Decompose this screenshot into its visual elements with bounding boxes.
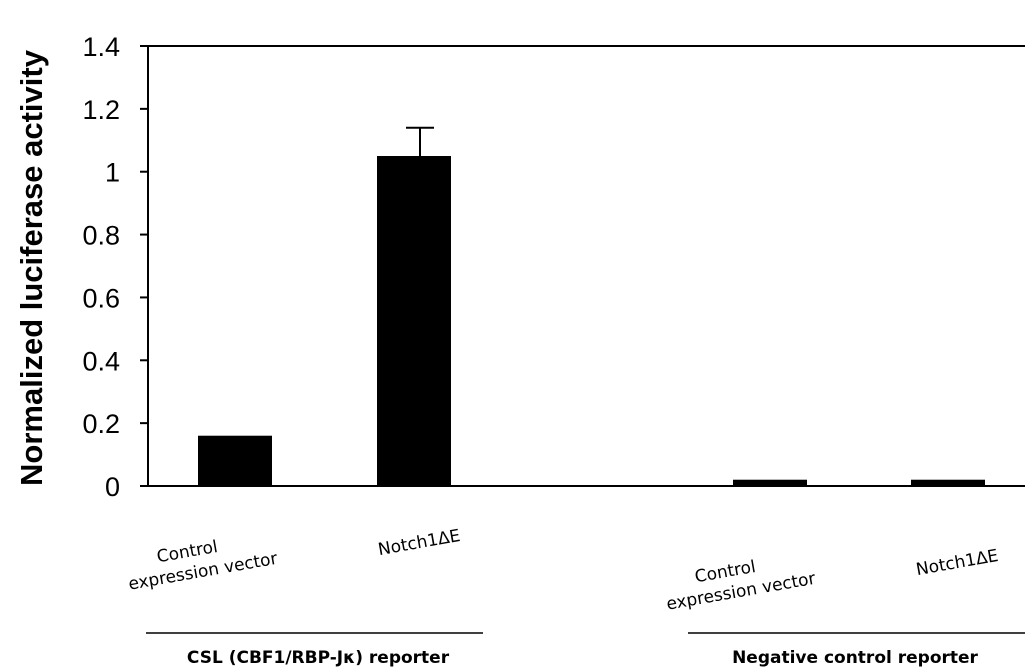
bar xyxy=(733,479,807,486)
category-label: Controlexpression vector xyxy=(661,547,817,615)
bars xyxy=(198,156,985,486)
y-tick-label: 1 xyxy=(105,158,120,188)
bar xyxy=(911,479,985,486)
y-axis-title: Normalized luciferase activity xyxy=(14,49,49,486)
category-label: Controlexpression vector xyxy=(123,527,279,595)
category-label: Notch1ΔE xyxy=(376,526,461,560)
y-tick-label: 1.4 xyxy=(82,32,120,62)
y-tick-label: 0.4 xyxy=(82,346,120,376)
bar xyxy=(198,435,272,486)
y-tick-label: 1.2 xyxy=(82,95,120,125)
y-tick-label: 0.8 xyxy=(82,221,120,251)
y-tick-label: 0.2 xyxy=(82,409,120,439)
y-ticks: 0 0.2 0.4 0.6 0.8 1 1.2 1.4 xyxy=(82,32,148,502)
bar xyxy=(377,156,451,486)
y-tick-label: 0 xyxy=(105,472,120,502)
error-bars xyxy=(406,126,434,156)
group-label-csl: CSL (CBF1/RBP-Jκ) reporter xyxy=(187,648,450,668)
category-label: Notch1ΔE xyxy=(914,546,999,580)
group-label-negative: Negative control reporter xyxy=(732,648,978,668)
category-labels: Controlexpression vector Notch1ΔE Controle… xyxy=(123,526,1000,615)
y-tick-label: 0.6 xyxy=(82,283,120,313)
